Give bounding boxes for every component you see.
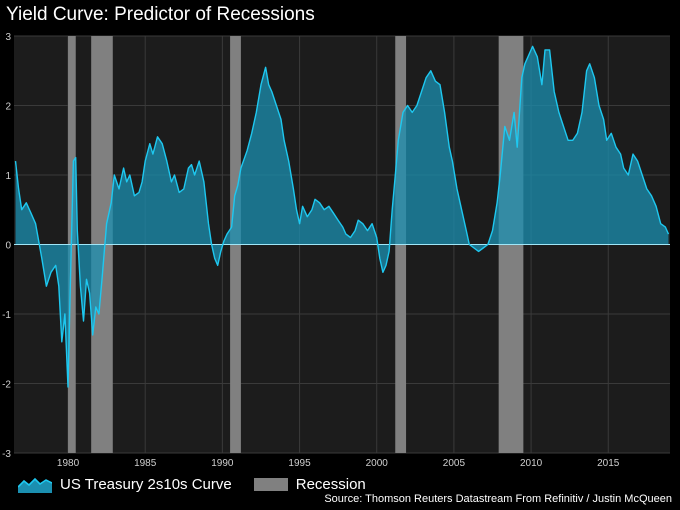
series-line <box>14 45 670 388</box>
legend-series-label: US Treasury 2s10s Curve <box>60 475 232 493</box>
x-tick-label: 1990 <box>211 458 234 469</box>
x-tick-label: 2005 <box>443 458 466 469</box>
x-tick-label: 2015 <box>597 458 620 469</box>
legend-item-series: US Treasury 2s10s Curve <box>18 475 232 493</box>
chart-title: Yield Curve: Predictor of Recessions <box>6 4 315 25</box>
legend: US Treasury 2s10s Curve Recession <box>18 474 388 494</box>
legend-recession-label: Recession <box>295 475 366 493</box>
series-area <box>15 46 669 388</box>
y-tick-label: 3 <box>5 32 11 43</box>
x-tick-label: 1980 <box>57 458 80 469</box>
legend-item-recession: Recession <box>253 475 366 493</box>
source-note: Source: Thomson Reuters Datastream From … <box>324 493 672 505</box>
x-tick-label: 1985 <box>134 458 157 469</box>
x-tick-label: 1995 <box>288 458 311 469</box>
x-tick-label: 2010 <box>520 458 543 469</box>
y-tick-label: 1 <box>5 171 11 182</box>
legend-recession-swatch <box>253 477 288 491</box>
legend-series-swatch <box>18 477 52 493</box>
y-tick-label: -1 <box>2 310 11 321</box>
x-tick-labels: 1980 1985 1990 1995 2000 2005 2010 2015 <box>57 458 620 469</box>
x-tick-label: 2000 <box>366 458 389 469</box>
y-tick-label: -2 <box>2 380 11 391</box>
y-tick-label: -3 <box>2 449 11 460</box>
yield-curve-chart: 3 2 1 0 -1 -2 -3 1980 1985 1990 1995 2000 2005 2010 2… <box>2 32 670 469</box>
y-tick-labels: 3 2 1 0 -1 -2 -3 <box>2 32 11 460</box>
y-tick-label: 0 <box>5 241 11 252</box>
y-tick-label: 2 <box>5 102 11 113</box>
